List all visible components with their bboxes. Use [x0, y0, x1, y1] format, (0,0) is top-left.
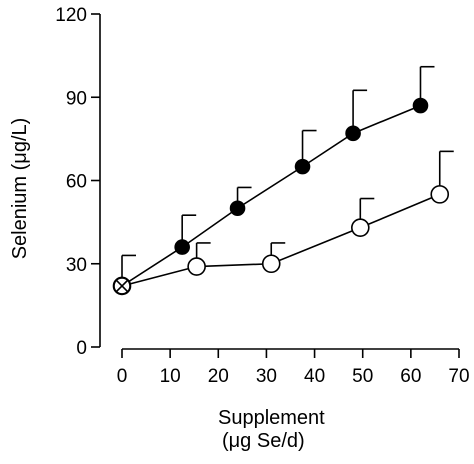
series-line	[121, 193, 441, 287]
x-tick-label: 20	[208, 366, 229, 387]
series-layer	[112, 65, 454, 296]
baseline-marker	[113, 277, 131, 295]
y-axis-title: Selenium (μg/L)	[9, 118, 31, 260]
x-axis-title-units: (μg Se/d)	[222, 430, 305, 452]
data-point-filled	[294, 158, 311, 175]
x-tick-label: 30	[256, 366, 277, 387]
data-point-open	[430, 185, 450, 204]
y-tick-label: 120	[55, 5, 87, 26]
x-tick-label: 40	[304, 366, 325, 387]
y-tick-label: 0	[76, 338, 87, 359]
data-point-filled	[345, 125, 361, 142]
y-tick-label: 30	[66, 255, 87, 276]
series-open-circle	[112, 150, 454, 296]
x-tick-label: 0	[117, 366, 128, 387]
x-tick-label: 70	[448, 366, 469, 387]
x-tick-label: 50	[352, 366, 373, 387]
y-tick-label: 90	[66, 88, 87, 109]
x-tick-label: 10	[160, 366, 181, 387]
data-point-open	[187, 257, 206, 276]
x-axis-title: Supplement	[218, 407, 325, 429]
data-point-filled	[412, 97, 429, 114]
series-line	[121, 104, 421, 287]
axes: 0 30 60 90 120 0 10 20 30 40 50 60 70	[55, 5, 469, 387]
x-tick-label: 60	[400, 366, 421, 387]
y-tick-label: 60	[66, 172, 87, 193]
data-point-filled	[174, 239, 190, 255]
baseline-cross	[115, 279, 129, 293]
data-point-open	[261, 254, 281, 274]
data-point-open	[351, 218, 370, 237]
data-point-filled	[229, 200, 246, 217]
